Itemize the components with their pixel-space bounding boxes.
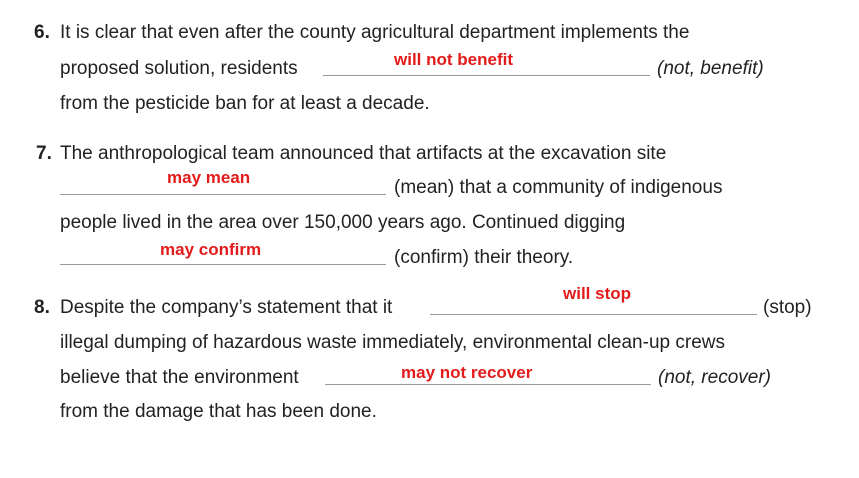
item-8-number: 8. bbox=[34, 297, 50, 318]
item-7-answer-2-blank[interactable] bbox=[60, 264, 386, 265]
item-7-answer-1: may mean bbox=[167, 168, 251, 187]
item-8-hint-1: (stop) bbox=[763, 297, 812, 318]
item-7-hint-1: (mean) that a community of indigenous bbox=[394, 177, 723, 198]
item-8-line-1-text: Despite the company’s statement that it bbox=[60, 297, 393, 318]
item-8-line-2: illegal dumping of hazardous waste immed… bbox=[60, 332, 725, 353]
item-8-line-3-text: believe that the environment bbox=[60, 367, 299, 388]
item-6-line-3: from the pesticide ban for at least a de… bbox=[60, 93, 430, 114]
item-6-answer-blank[interactable] bbox=[323, 75, 650, 76]
item-7-line-1: The anthropological team announced that … bbox=[60, 143, 667, 164]
item-7-number: 7. bbox=[36, 143, 52, 164]
item-6-hint: (not, benefit) bbox=[657, 58, 764, 79]
item-8-answer-1: will stop bbox=[563, 284, 631, 303]
item-8-answer-2-blank[interactable] bbox=[325, 384, 651, 385]
item-8-answer-1-blank[interactable] bbox=[430, 314, 757, 315]
item-6-line-1: It is clear that even after the county a… bbox=[60, 22, 690, 43]
item-6-line-2-text: proposed solution, residents bbox=[60, 58, 298, 79]
item-6-answer: will not benefit bbox=[394, 50, 513, 69]
item-8-line-4: from the damage that has been done. bbox=[60, 401, 377, 422]
item-7-answer-1-blank[interactable] bbox=[60, 194, 386, 195]
item-7-answer-2: may confirm bbox=[160, 240, 262, 259]
item-7-hint-2: (confirm) their theory. bbox=[394, 247, 574, 268]
item-7-line-3: people lived in the area over 150,000 ye… bbox=[60, 212, 626, 233]
item-8-answer-2: may not recover bbox=[401, 363, 533, 382]
item-8-hint-2: (not, recover) bbox=[658, 367, 771, 388]
item-6-number: 6. bbox=[34, 22, 50, 43]
